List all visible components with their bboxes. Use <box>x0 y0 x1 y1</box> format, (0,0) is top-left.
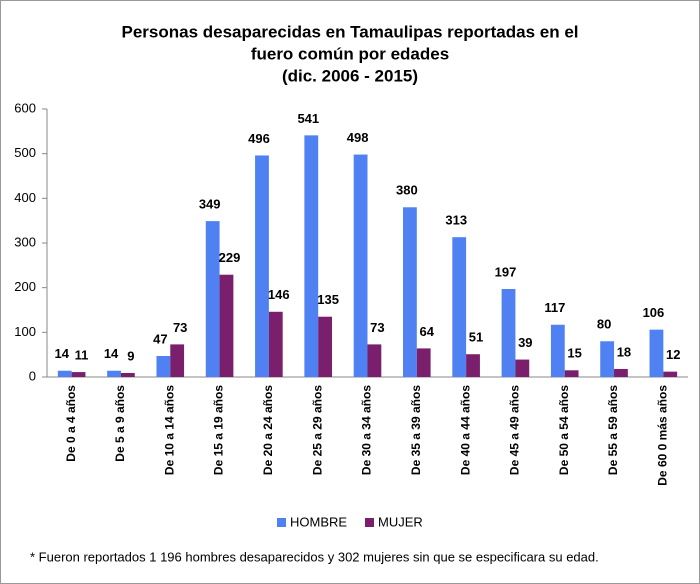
bar <box>403 207 417 377</box>
value-label: 14 <box>104 346 119 361</box>
x-tick-label: De 55 a 59 años <box>606 385 620 475</box>
value-label: 313 <box>445 213 467 228</box>
value-label: 73 <box>173 320 187 335</box>
bar <box>466 354 480 377</box>
footnote: * Fueron reportados 1 196 hombres desapa… <box>30 549 599 564</box>
x-tick-label: De 35 a 39 años <box>409 385 423 475</box>
y-tick-label: 200 <box>14 279 36 294</box>
x-tick-label: De 30 a 34 años <box>360 385 374 475</box>
bar <box>564 370 579 377</box>
y-tick-label: 400 <box>14 190 36 205</box>
value-label: 73 <box>370 320 384 335</box>
bar <box>318 316 332 377</box>
value-label: 18 <box>617 344 631 359</box>
bar <box>416 348 431 377</box>
value-label: 496 <box>248 131 270 146</box>
value-label: 11 <box>75 348 89 363</box>
x-tick-label: De 15 a 19 años <box>212 385 226 475</box>
y-tick-label: 0 <box>29 368 36 383</box>
bar <box>663 371 678 377</box>
value-label: 80 <box>597 317 611 332</box>
value-label: 47 <box>153 331 167 346</box>
y-tick-label: 100 <box>14 324 36 339</box>
value-label: 349 <box>199 197 221 212</box>
y-tick-label: 500 <box>14 145 36 160</box>
value-label: 14 <box>55 346 70 361</box>
value-label: 541 <box>297 111 319 126</box>
x-tick-label: De 50 a 54 años <box>557 385 571 475</box>
bar <box>649 329 664 377</box>
bar <box>367 344 382 377</box>
bar <box>205 221 220 377</box>
x-tick-label: De 25 a 29 años <box>310 385 324 475</box>
value-label: 9 <box>127 348 134 363</box>
value-label: 64 <box>419 324 434 339</box>
value-label: 15 <box>567 346 581 361</box>
bar <box>501 289 516 377</box>
bar <box>268 311 283 377</box>
chart-title: Personas desaparecidas en Tamaulipas rep… <box>122 22 579 41</box>
value-label: 12 <box>666 347 680 362</box>
bar <box>304 135 319 377</box>
x-tick-label: De 10 a 14 años <box>162 385 176 475</box>
bar <box>614 368 628 377</box>
bar <box>219 274 234 377</box>
bar <box>57 370 72 377</box>
y-tick-label: 600 <box>14 100 36 115</box>
x-tick-label: De 5 a 9 años <box>113 385 127 462</box>
bar <box>353 154 368 377</box>
bar <box>600 341 615 377</box>
chart-title: fuero común por edades <box>251 44 449 63</box>
x-tick-label: De 40 a 44 años <box>458 385 472 475</box>
bar <box>170 344 185 377</box>
bar <box>515 359 530 377</box>
value-label: 51 <box>469 330 483 345</box>
bar <box>107 370 121 377</box>
legend-swatch <box>277 518 286 527</box>
x-tick-label: De 60 0 más años <box>656 385 670 486</box>
value-label: 229 <box>219 250 241 265</box>
value-label: 197 <box>495 264 517 279</box>
value-label: 146 <box>268 287 290 302</box>
x-tick-label: De 45 a 49 años <box>508 385 522 475</box>
value-label: 39 <box>518 335 532 350</box>
bar <box>452 237 467 377</box>
value-label: 117 <box>544 300 565 315</box>
chart-title: (dic. 2006 - 2015) <box>282 66 418 85</box>
x-tick-label: De 20 a 24 años <box>261 385 275 475</box>
legend-label: HOMBRE <box>290 514 347 529</box>
y-tick-label: 300 <box>14 234 36 249</box>
bar <box>71 372 86 377</box>
bar <box>120 372 135 377</box>
bar <box>255 155 269 377</box>
x-tick-label: De 0 a 4 años <box>64 385 78 462</box>
value-label: 498 <box>347 130 369 145</box>
value-label: 106 <box>643 305 665 320</box>
bar <box>550 324 565 377</box>
value-label: 135 <box>317 292 339 307</box>
bar <box>156 356 171 377</box>
legend-label: MUJER <box>378 514 423 529</box>
value-label: 380 <box>396 183 418 198</box>
legend-swatch <box>365 518 374 527</box>
